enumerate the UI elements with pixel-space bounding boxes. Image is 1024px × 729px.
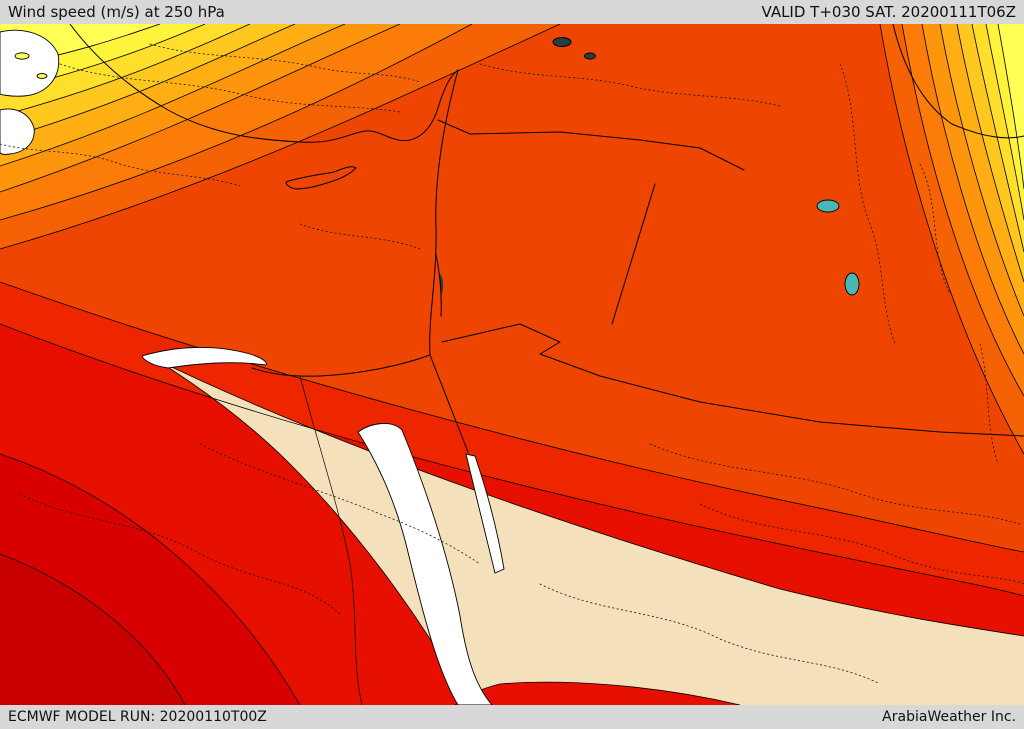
map-area [0,24,1024,705]
country-border-line [611,183,656,325]
red-sea-gulf-of-suez-water [357,423,493,705]
valid-time-label: VALID T+030 SAT. 20200111T06Z [761,3,1016,21]
admin-border-line [649,443,1021,525]
contour-line [0,24,561,250]
coastline-levant-egypt [251,69,459,377]
admin-border-line [539,583,881,685]
wind-minimum-region [155,359,1024,705]
lake [552,37,572,47]
water-bodies [0,29,860,705]
nile-river-line [299,375,363,705]
lake [844,272,860,296]
island [36,73,48,79]
admin-border-line [919,163,951,295]
gulf-of-aqaba-water [465,453,505,574]
wind-contour-lines [0,24,1024,705]
admin-border-line [479,63,781,107]
country-border-line [429,354,469,453]
admin-border-line [199,443,481,565]
wind-band-region [0,554,185,705]
contour-line [0,24,346,167]
contour-line [997,24,1024,190]
model-run-label: ECMWF MODEL RUN: 20200110T00Z [8,709,267,725]
admin-border-line [699,503,1024,585]
country-border-line [892,24,1024,139]
coastline-anatolia [69,24,459,143]
lake [584,52,596,60]
wind-speed-map [0,24,1024,705]
admin-border-line [979,343,999,465]
admin-border-line [299,223,421,250]
brand-label: ArabiaWeather Inc. [882,709,1016,725]
nile-delta-coast-water [141,346,267,369]
country-border-line [441,323,1024,437]
contour-line [901,24,1024,397]
contour-line [0,24,296,141]
wind-band-region [998,24,1024,189]
admin-border-line [0,143,241,187]
country-borders [69,24,1024,705]
top-title-bar: Wind speed (m/s) at 250 hPa VALID T+030 … [0,0,1024,24]
island [14,52,30,60]
bottom-info-bar: ECMWF MODEL RUN: 20200110T00Z ArabiaWeat… [0,705,1024,729]
aegean-sea-water [0,108,35,155]
wind-band-region [455,682,740,705]
admin-border-line [839,63,896,345]
map-title: Wind speed (m/s) at 250 hPa [8,3,225,21]
contour-line [0,453,301,705]
contour-line [0,24,251,117]
aegean-sea-water [0,29,60,97]
contour-line [0,553,186,705]
wind-band-fills [0,24,1024,705]
admin-border-line [19,493,341,615]
lake [816,199,840,213]
contour-line [0,323,1024,597]
contour-line [985,24,1024,221]
cyprus-outline [285,166,357,190]
admin-border-line [59,63,401,113]
contour-line [0,24,473,221]
contour-line [971,24,1024,253]
country-border-line [437,119,745,171]
contour-line [879,24,1024,455]
country-border-line [435,253,442,317]
admin-borders [0,43,1024,685]
contour-line [939,24,1024,317]
contour-line [956,24,1024,283]
contour-line [154,358,1024,637]
contour-line [921,24,1024,355]
contour-line [0,24,401,193]
